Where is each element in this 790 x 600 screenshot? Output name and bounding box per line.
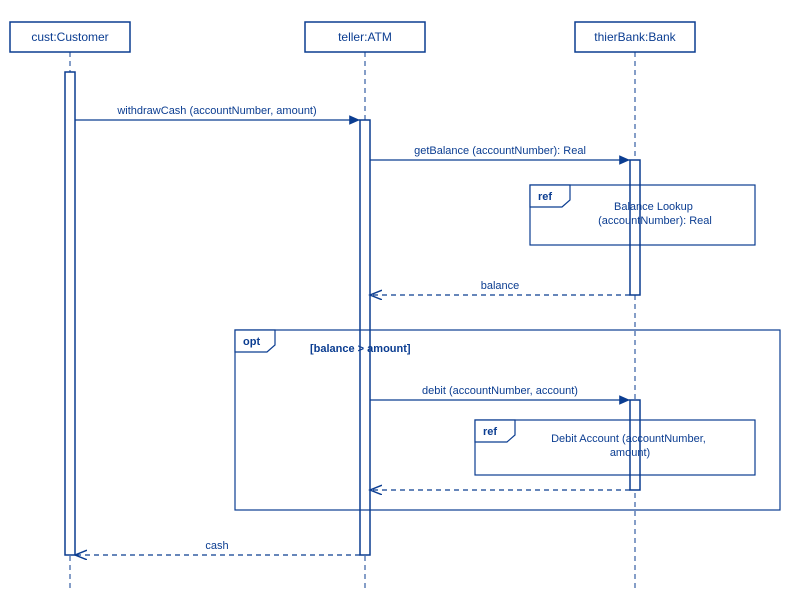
svg-text:withdrawCash (accountNumber, a: withdrawCash (accountNumber, amount)	[116, 105, 316, 117]
lifeline-cust: cust:Customer	[10, 22, 130, 52]
svg-text:Balance Lookup (accountN: Balance Lookup (accountNumber): Real	[598, 201, 712, 227]
lifeline-bank: thierBank:Bank	[575, 22, 695, 52]
svg-text:ref: ref	[538, 191, 552, 203]
activation-bank-2	[630, 400, 640, 490]
frame-ref-balance: ref Balance Lookup (accountNumber): Real	[530, 185, 755, 245]
msg-getbalance: getBalance (accountNumber): Real	[370, 145, 630, 160]
sequence-diagram: cust:Customer teller:ATM thierBank:Bank …	[0, 0, 790, 600]
svg-text:getBalance (accountNumber): Re: getBalance (accountNumber): Real	[414, 145, 586, 157]
msg-withdraw: withdrawCash (accountNumber, amount)	[75, 105, 360, 120]
svg-text:teller:ATM: teller:ATM	[338, 30, 392, 44]
activation-teller	[360, 120, 370, 555]
svg-text:debit (accountNumber, account): debit (accountNumber, account)	[422, 385, 578, 397]
activation-cust	[65, 72, 75, 555]
svg-text:opt: opt	[243, 336, 260, 348]
frame-ref-debit: ref Debit Account (accountNumber, amount…	[475, 420, 755, 475]
msg-cash: cash	[75, 540, 360, 555]
svg-text:balance: balance	[481, 280, 520, 292]
svg-text:cust:Customer: cust:Customer	[31, 30, 108, 44]
activation-bank-1	[630, 160, 640, 295]
svg-text:[balance > amount]: [balance > amount]	[310, 343, 411, 355]
msg-debit: debit (accountNumber, account)	[370, 385, 630, 400]
svg-text:ref: ref	[483, 426, 497, 438]
lifeline-teller: teller:ATM	[305, 22, 425, 52]
svg-text:cash: cash	[205, 540, 228, 552]
svg-text:thierBank:Bank: thierBank:Bank	[594, 30, 676, 44]
msg-balance-return: balance	[370, 280, 630, 295]
